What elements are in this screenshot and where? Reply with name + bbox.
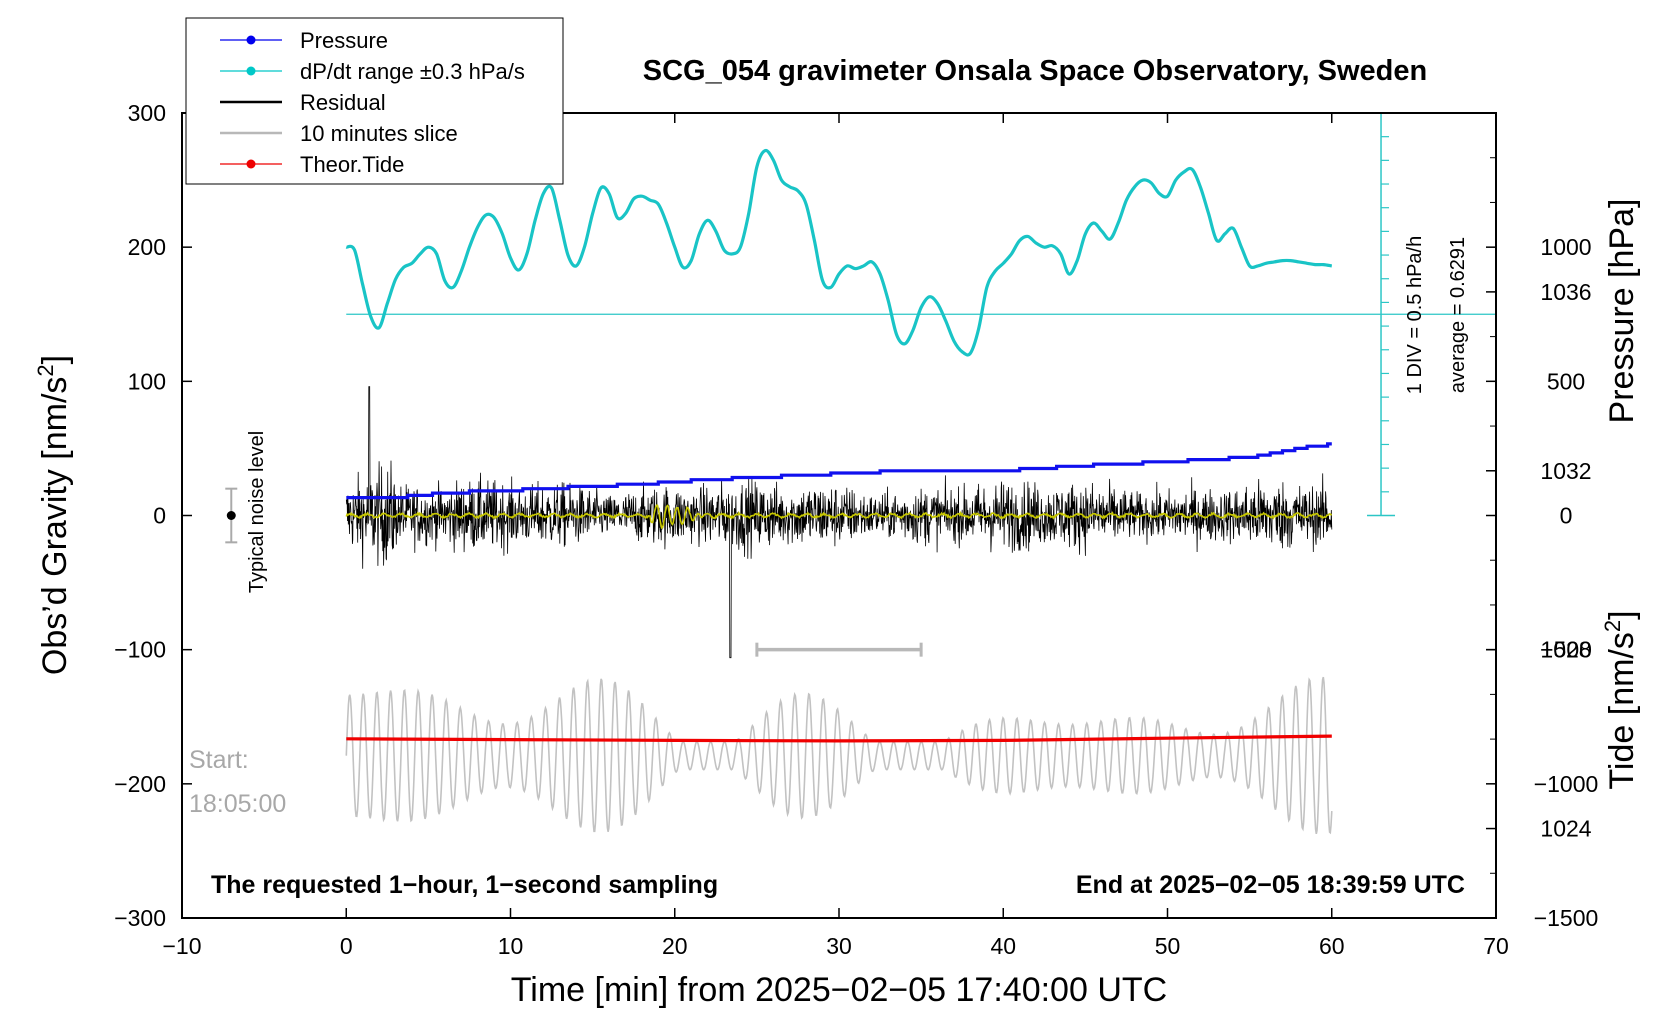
filtered-residual-series-line xyxy=(345,504,1332,529)
tide-tick-label: 0 xyxy=(1560,503,1573,529)
y-tick-label: −300 xyxy=(114,905,166,931)
dpdt-series-line xyxy=(345,148,1333,357)
x-tick-label: −10 xyxy=(162,933,201,959)
legend-label: dP/dt range ±0.3 hPa/s xyxy=(300,59,525,84)
y-tick-label: 0 xyxy=(153,503,166,529)
y-tick-label: 300 xyxy=(128,100,166,126)
legend-label: Pressure xyxy=(300,28,388,53)
legend-swatch-marker xyxy=(246,66,256,76)
chart-title: SCG_054 gravimeter Onsala Space Observat… xyxy=(643,55,1427,87)
pressure-series-line xyxy=(346,442,1332,500)
x-tick-label: 0 xyxy=(340,933,353,959)
residual-series-line xyxy=(345,386,1333,659)
tide-tick-label: 500 xyxy=(1547,368,1585,394)
pressure-tick-label: 1028 xyxy=(1540,637,1591,663)
tide-tick-label: −1000 xyxy=(1534,771,1599,797)
y-tick-label: 100 xyxy=(128,368,166,394)
y-tick-label: 200 xyxy=(128,234,166,260)
noise-level-label: Typical noise level xyxy=(246,431,268,593)
legend: Pressure dP/dt range ±0.3 hPa/s Residual 10… xyxy=(185,17,564,185)
tide-series-line xyxy=(346,734,1332,743)
legend-swatch-marker xyxy=(246,35,256,45)
sampling-note: The requested 1−hour, 1−second sampling xyxy=(211,871,718,899)
pressure-axis-title: Pressure [hPa] xyxy=(1603,199,1641,424)
pressure-tick-label: 1032 xyxy=(1540,458,1591,484)
x-tick-label: 70 xyxy=(1483,933,1509,959)
x-tick-label: 50 xyxy=(1155,933,1181,959)
x-tick-label: 20 xyxy=(662,933,688,959)
tide-tick-label: −500 xyxy=(1540,637,1592,663)
pressure-tick-label: 1024 xyxy=(1540,816,1591,842)
legend-label: 10 minutes slice xyxy=(300,121,458,146)
x-tick-label: 10 xyxy=(498,933,524,959)
tide-tick-label: 1000 xyxy=(1540,234,1591,260)
legend-label: Residual xyxy=(300,90,386,115)
y-tick-label: −100 xyxy=(114,637,166,663)
start-label: Start: xyxy=(189,746,249,774)
axes-layer: −10 0 10 20 30 40 50 60 703002001000−100−200−300… xyxy=(114,100,1598,959)
noise-bar-center-dot xyxy=(226,511,236,520)
trace-layer xyxy=(225,112,1496,835)
y-axis-title: Obs’d Gravity [nm/s2] xyxy=(33,355,74,675)
x-axis-title: Time [min] from 2025−02−05 17:40:00 UTC xyxy=(511,971,1167,1009)
x-tick-label: 40 xyxy=(990,933,1016,959)
legend-items: Pressure dP/dt range ±0.3 hPa/s Residual 10… xyxy=(220,28,525,177)
pressure-tick-label: 1036 xyxy=(1540,279,1591,305)
start-time-label: 18:05:00 xyxy=(189,790,286,818)
tide-tick-label: −1500 xyxy=(1534,905,1599,931)
legend-label: Theor.Tide xyxy=(300,152,404,177)
y-tick-label: −200 xyxy=(114,771,166,797)
end-time-note: End at 2025−02−05 18:39:59 UTC xyxy=(1076,871,1465,899)
tide-axis-title: Tide [nm/s2] xyxy=(1600,610,1641,789)
x-tick-label: 30 xyxy=(826,933,852,959)
slice-series-line xyxy=(345,676,1333,835)
x-tick-label: 60 xyxy=(1319,933,1345,959)
legend-swatch-marker xyxy=(246,159,256,169)
dpdt-average-label: average = 0.6291 xyxy=(1447,237,1469,393)
dpdt-div-label: 1 DIV = 0.5 hPa/h xyxy=(1404,236,1426,394)
